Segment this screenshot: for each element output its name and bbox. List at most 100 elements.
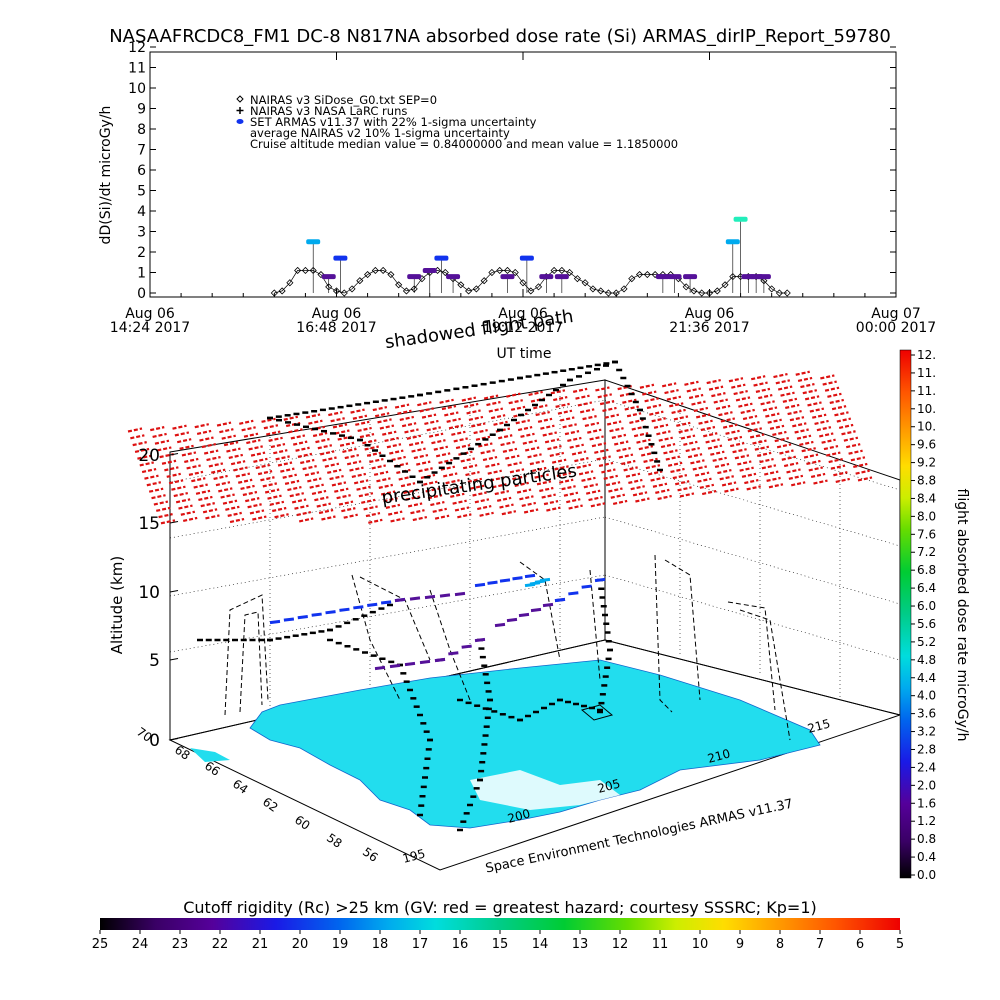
armas-path-segment [568, 591, 579, 596]
particle-dash [226, 447, 241, 453]
particle-dash [315, 438, 330, 444]
particle-dash [433, 445, 449, 451]
particle-dash [383, 497, 398, 503]
particle-dash [635, 497, 650, 503]
particle-dash [387, 510, 403, 516]
particle-dash [643, 457, 658, 463]
particle-dash [509, 468, 525, 474]
particle-dash [235, 472, 251, 478]
particle-dash [537, 417, 553, 423]
armas-path-segment [524, 573, 536, 579]
right-colorbar-tick-label: 9.2 [917, 456, 936, 470]
particle-dash [759, 457, 774, 464]
nairas-point [480, 277, 488, 285]
annotation-precipitating-particles: precipitating particles [380, 460, 578, 508]
particle-dash [561, 485, 576, 491]
armas-path-segment [461, 644, 472, 649]
particle-dash [707, 444, 723, 450]
particle-dash [804, 395, 820, 401]
particle-dash [638, 445, 654, 451]
armas-point [500, 274, 515, 280]
particle-dash [335, 429, 350, 435]
armas-path-segment [474, 582, 486, 588]
particle-dash [361, 498, 376, 504]
particle-dash [368, 518, 383, 524]
particle-dash [378, 483, 394, 489]
particle-dash [443, 472, 458, 478]
right-colorbar-gradient [899, 349, 912, 879]
particle-dash [499, 503, 514, 509]
particle-dash [830, 464, 846, 470]
particle-dash [404, 428, 419, 434]
nairas-point [550, 266, 558, 275]
top-x-tick-time: 14:24 2017 [110, 320, 190, 336]
particle-dash [694, 471, 710, 477]
particle-dash [405, 495, 421, 501]
nairas-point [527, 287, 535, 295]
particle-dash [795, 370, 810, 376]
particle-dash [655, 488, 670, 494]
particle-dash [418, 467, 433, 473]
particle-dash [416, 460, 431, 466]
bottom-colorbar-tick-label: 18 [372, 937, 389, 952]
particle-dash [806, 459, 821, 466]
nairas-point [294, 266, 302, 275]
particle-dash [783, 461, 799, 468]
particle-dash [264, 488, 280, 494]
particle-dash [777, 385, 793, 391]
particle-dash [277, 461, 293, 467]
right-colorbar-tick-label: 6.4 [917, 581, 936, 595]
particle-dash [698, 419, 713, 425]
particle-dash [336, 494, 351, 500]
particle-dash [691, 400, 706, 406]
particle-dash [308, 419, 323, 425]
particle-dash [745, 421, 760, 427]
armas-path-segment [554, 597, 566, 603]
particle-dash [421, 413, 437, 419]
longitude-tick-label: 195 [401, 846, 427, 865]
particle-dash [407, 502, 423, 508]
particle-dash [218, 487, 233, 493]
particle-dash [746, 485, 761, 491]
particle-dash [380, 490, 396, 496]
particle-dash [833, 471, 848, 477]
particle-dash [178, 504, 193, 510]
altitude-tick [169, 521, 179, 524]
particle-dash [848, 449, 863, 455]
right-colorbar-label: flight absorbed dose rate microGy/h [954, 489, 970, 742]
bottom-colorbar-tick-label: 8 [776, 937, 784, 952]
particle-dash [680, 434, 696, 440]
bottom-colorbar-tick-label: 13 [572, 937, 589, 952]
altitude-tick-label: 15 [138, 514, 160, 534]
particle-dash [762, 406, 778, 412]
particle-dash [219, 428, 234, 434]
particle-dash [394, 403, 410, 409]
particle-dash [758, 394, 773, 400]
particle-dash [514, 481, 529, 487]
particle-dash [616, 446, 631, 453]
nairas-point [278, 287, 286, 295]
right-colorbar-tick-label: 0.0 [917, 868, 936, 882]
particle-dash [835, 477, 850, 483]
right-colorbar-tick-label: 10. [917, 420, 936, 434]
particle-dash [188, 470, 204, 476]
particle-dash [785, 403, 800, 410]
particle-dash [761, 464, 777, 470]
right-colorbar-tick-label: 2.8 [917, 742, 936, 756]
particle-dash [624, 405, 639, 411]
particle-dash [782, 397, 798, 403]
particle-dash [453, 437, 468, 443]
particle-dash [713, 398, 728, 404]
nairas-point [286, 279, 294, 287]
particle-dash [618, 453, 634, 459]
armas-path-segment [409, 596, 421, 601]
particle-dash [250, 451, 266, 457]
armas-point [683, 274, 698, 280]
particle-dash [612, 499, 628, 506]
particle-dash [390, 517, 405, 523]
particle-dash [342, 447, 357, 453]
particle-dash [850, 456, 866, 462]
nairas-point [775, 289, 784, 297]
right-colorbar-tick-label: 3.6 [917, 707, 936, 721]
particle-dash [555, 402, 570, 408]
